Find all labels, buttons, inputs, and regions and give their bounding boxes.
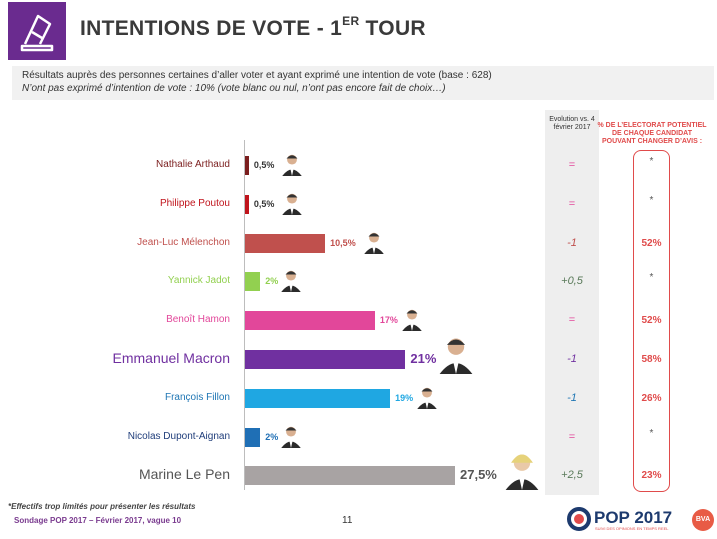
- candidate-photo: [280, 152, 303, 176]
- bar: [245, 156, 249, 175]
- candidate-name: Emmanuel Macron: [112, 350, 231, 366]
- bar: [245, 350, 406, 369]
- evolution-value: -1: [567, 353, 577, 365]
- potential-change-value: 26%: [641, 392, 662, 404]
- potential-change-value: *: [649, 427, 654, 439]
- pop-tagline: SUIVI DES OPINIONS EN TEMPS REEL: [595, 526, 669, 531]
- bar: [245, 272, 261, 292]
- evolution-value: -1: [567, 236, 577, 249]
- evolution-column-bg: [545, 110, 599, 495]
- bar-value-label: 10,5%: [330, 237, 356, 248]
- candidate-name: Marine Le Pen: [138, 466, 230, 483]
- candidate-name: Philippe Poutou: [159, 197, 230, 209]
- potential-change-value: 23%: [641, 470, 662, 482]
- candidate-name: Benoît Hamon: [166, 314, 230, 326]
- bar: [245, 388, 391, 408]
- candidate-photo: [400, 307, 423, 332]
- evolution-value: =: [568, 430, 576, 443]
- bar-value-label: 2%: [265, 276, 279, 287]
- bva-logo: BVA: [692, 509, 714, 531]
- candidate-name: Yannick Jadot: [167, 275, 230, 287]
- potential-change-value: 52%: [641, 315, 662, 327]
- evolution-value: =: [568, 314, 576, 327]
- evolution-value: =: [568, 197, 576, 210]
- bar: [245, 233, 326, 253]
- potential-change-value: *: [649, 194, 654, 206]
- bar-value-label: 19%: [395, 392, 414, 403]
- candidate-name: François Fillon: [164, 391, 230, 403]
- candidate-name: Nicolas Dupont-Aignan: [127, 430, 230, 442]
- evolution-value: =: [568, 159, 576, 171]
- candidate-photo: [280, 423, 303, 448]
- evolution-header: Evolution vs. 4 février 2017: [549, 116, 595, 131]
- candidate-photo: [280, 190, 303, 215]
- potential-change-value: 58%: [641, 354, 662, 365]
- page-number: 11: [342, 515, 353, 526]
- potential-change-frame: [633, 150, 670, 492]
- subtitle-box: Résultats auprès des personnes certaines…: [12, 66, 714, 100]
- footnote: *Effectifs trop limités pour présenter l…: [8, 502, 196, 511]
- pop-logo-icon: [567, 507, 591, 531]
- candidate-name: Nathalie Arthaud: [156, 159, 230, 170]
- candidate-photo: [280, 268, 303, 293]
- potential-change-value: *: [649, 272, 654, 284]
- evolution-value: +2,5: [561, 469, 583, 482]
- brand-logo: [8, 2, 66, 60]
- bar-value-label: 17%: [379, 315, 398, 326]
- candidate-photo: [416, 384, 438, 409]
- bar-value-label: 0,5%: [253, 198, 275, 209]
- chart-axis: [244, 140, 245, 490]
- potential-change-value: *: [649, 156, 654, 167]
- candidate-photo: [503, 450, 541, 491]
- survey-source: Sondage POP 2017 – Février 2017, vague 1…: [14, 516, 182, 525]
- bar-value-label: 0,5%: [253, 160, 275, 170]
- bar: [245, 311, 375, 331]
- bar-value-label: 27,5%: [460, 467, 497, 483]
- bar-value-label: 2%: [265, 431, 279, 442]
- candidate-name: Jean-Luc Mélenchon: [137, 236, 230, 248]
- potential-change-value: 52%: [641, 237, 662, 249]
- bar-value-label: 21%: [410, 351, 437, 366]
- candidate-photo: [437, 334, 475, 374]
- evolution-value: -1: [567, 391, 577, 404]
- bar: [245, 427, 261, 447]
- pop-brand: POP 2017: [594, 508, 673, 527]
- subtitle-no-intention: N’ont pas exprimé d’intention de vote : …: [22, 83, 446, 94]
- candidate-photo: [363, 229, 386, 254]
- evolution-value: +0,5: [561, 275, 583, 288]
- bar: [245, 466, 455, 486]
- page-title: INTENTIONS DE VOTE - 1ER TOUR: [80, 14, 426, 40]
- subtitle-base: Résultats auprès des personnes certaines…: [22, 70, 492, 81]
- potential-change-header: % DE L’ELECTORAT POTENTIEL DE CHAQUE CAN…: [597, 122, 707, 145]
- bar: [245, 194, 249, 214]
